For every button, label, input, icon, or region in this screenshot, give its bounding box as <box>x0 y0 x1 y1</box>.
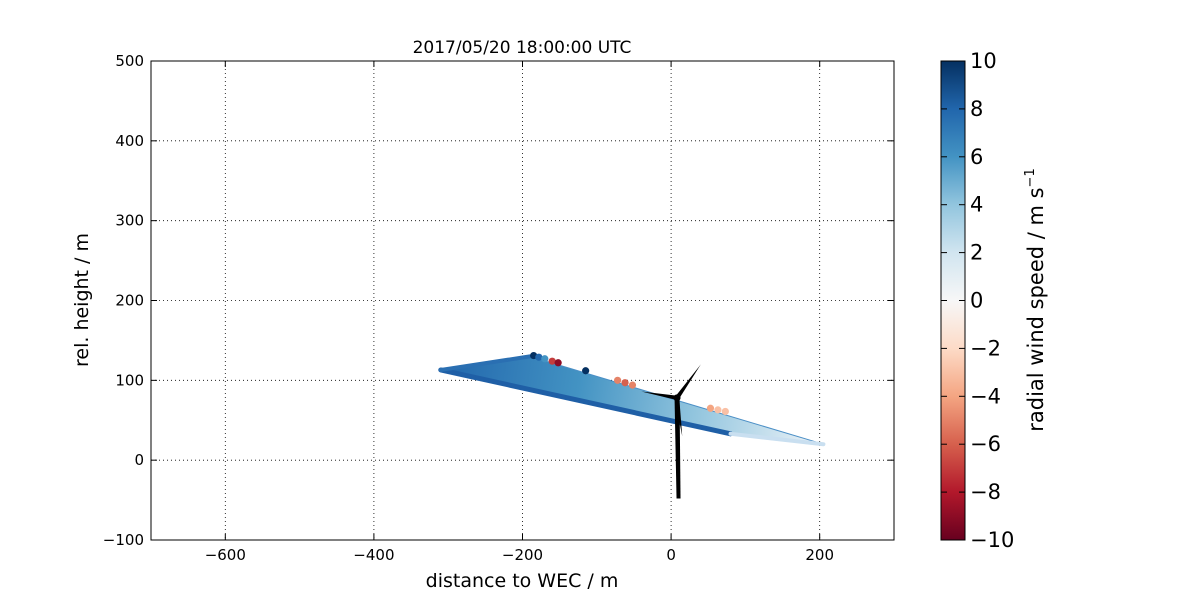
turbine-blade <box>641 391 678 401</box>
data-point <box>628 381 637 389</box>
plot-frame <box>150 60 895 541</box>
y-tick-label: −100 <box>103 531 144 549</box>
colorbar-tick-label: 10 <box>970 49 997 73</box>
scan-area <box>440 355 824 445</box>
x-tick-label: 0 <box>666 546 676 564</box>
turbine-blade <box>674 397 683 437</box>
wind-turbine <box>641 364 701 499</box>
scan-region <box>438 354 826 447</box>
turbine-tower <box>674 397 681 499</box>
colorbar-tick-label: 6 <box>970 145 983 169</box>
data-point <box>535 353 543 361</box>
colorbar-tick-label: 4 <box>970 193 983 217</box>
turbine-hub <box>673 394 681 402</box>
y-axis-label: rel. height / m <box>71 233 93 367</box>
scan-right-edge <box>728 431 826 447</box>
x-axis-label: distance to WEC / m <box>426 570 619 592</box>
scan-left-edge <box>438 354 532 372</box>
turbine-blade <box>675 364 701 400</box>
colorbar-tick-label: −4 <box>970 384 1001 408</box>
x-tick-label: −400 <box>353 546 394 564</box>
colorbar-tick-label: −6 <box>970 432 1001 456</box>
x-tick-label: −600 <box>205 546 246 564</box>
colorbar-ticks: 10 8 6 4 2 0 −2 −4 −6 −8 −10 <box>941 49 1014 552</box>
data-point <box>541 355 549 363</box>
colorbar-label-superscript: −1 <box>1023 168 1038 187</box>
x-tick-label: 200 <box>805 546 834 564</box>
y-tick-label: 100 <box>115 371 144 389</box>
data-point <box>582 367 590 375</box>
y-tick-label: 300 <box>115 212 144 230</box>
colorbar-tick-label: −10 <box>970 528 1014 552</box>
data-point <box>614 376 622 384</box>
grid-lines <box>151 61 894 540</box>
colorbar-label: radial wind speed / m s−1 <box>1023 168 1048 431</box>
data-point <box>621 379 629 387</box>
colorbar-tick-label: −8 <box>970 480 1001 504</box>
y-tick-label: 500 <box>115 52 144 70</box>
data-point <box>721 407 729 416</box>
colorbar-tick-label: 8 <box>970 97 983 121</box>
y-axis-ticks: −100 0 100 200 300 400 500 <box>103 52 894 549</box>
y-tick-label: 0 <box>134 451 144 469</box>
data-point <box>548 357 556 365</box>
y-tick-label: 200 <box>115 292 144 310</box>
data-point <box>554 359 562 367</box>
data-point <box>714 406 722 414</box>
colorbar-tick-label: 2 <box>970 241 983 265</box>
x-tick-label: −200 <box>502 546 543 564</box>
y-tick-label: 400 <box>115 132 144 150</box>
data-point <box>706 404 715 412</box>
x-axis-ticks: −600 −400 −200 0 200 <box>205 61 834 564</box>
colorbar-tick-label: 0 <box>970 289 983 313</box>
colorbar-tick-label: −2 <box>970 336 1001 360</box>
data-points <box>530 351 729 416</box>
chart-title: 2017/05/20 18:00:00 UTC <box>413 38 632 58</box>
scan-lower-edge <box>438 367 734 437</box>
